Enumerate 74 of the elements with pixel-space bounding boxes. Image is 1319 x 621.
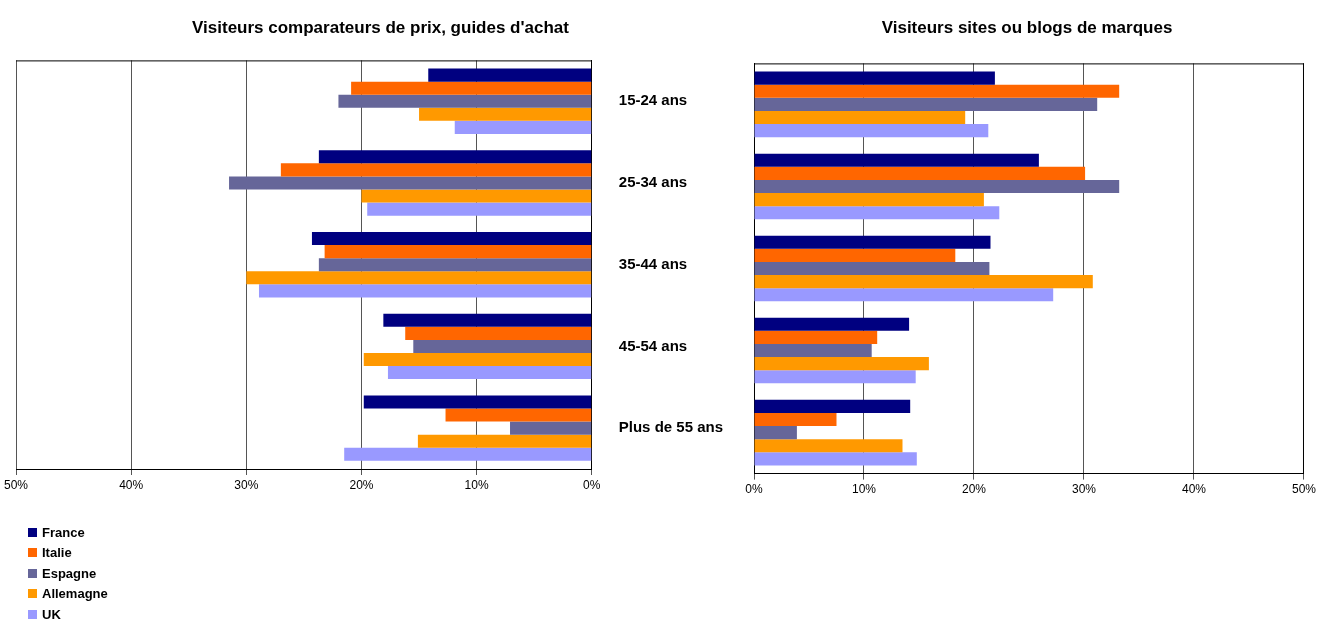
legend-label: France [42, 524, 85, 540]
bar [405, 326, 592, 340]
legend-label: Allemagne [42, 586, 108, 602]
chart-title: Visiteurs comparateurs de prix, guides d'achat [192, 17, 570, 37]
bar [754, 357, 929, 371]
bar [754, 343, 872, 358]
chart-title: Visiteurs sites ou blogs de marques [881, 17, 1173, 37]
bar [311, 232, 592, 246]
bar [454, 120, 592, 134]
x-tick-label: 40% [119, 477, 144, 492]
bar [413, 339, 592, 353]
bar [383, 313, 592, 327]
bar [246, 271, 592, 285]
x-tick-label: 0% [745, 482, 763, 497]
x-tick-label: 30% [234, 477, 259, 492]
y-tick-label: 25-34 ans [618, 173, 688, 191]
bar [754, 71, 995, 85]
bar [754, 261, 990, 276]
bar [754, 166, 1086, 180]
x-tick-label: 20% [961, 482, 987, 497]
y-tick-label: 35-44 ans [618, 254, 688, 272]
bar [754, 275, 1093, 289]
bar [428, 68, 592, 82]
x-tick-label: 40% [1181, 482, 1207, 497]
bar [367, 202, 592, 216]
bar [754, 97, 1098, 111]
bar [754, 330, 878, 344]
x-tick-label: 50% [3, 477, 29, 492]
bar [754, 399, 911, 413]
x-tick-label: 30% [1071, 482, 1097, 497]
bar [417, 434, 592, 448]
bar [419, 107, 592, 121]
x-tick-label: 0% [583, 477, 601, 492]
bar [280, 163, 592, 177]
bar [754, 288, 1054, 302]
bar [754, 206, 1000, 220]
bar [445, 408, 592, 422]
bar [754, 124, 989, 138]
legend-label: UK [42, 606, 61, 621]
bar [318, 258, 592, 272]
x-tick-label: 10% [851, 482, 877, 497]
x-tick-label: 20% [349, 477, 374, 492]
bar [318, 150, 592, 164]
bar [754, 179, 1120, 194]
x-tick-label: 50% [1291, 482, 1317, 497]
x-tick-label: 10% [464, 477, 489, 492]
bar [754, 193, 984, 207]
y-tick-label: Plus de 55 ans [618, 418, 723, 436]
bar [754, 235, 991, 249]
bar [510, 421, 592, 435]
y-tick-label: 45-54 ans [618, 336, 688, 354]
bar [363, 395, 592, 409]
bar [324, 245, 592, 259]
bar [754, 439, 903, 453]
bar [754, 248, 956, 262]
bar [351, 81, 592, 95]
bar [754, 110, 966, 125]
bar [754, 370, 916, 384]
bar [258, 284, 592, 298]
bar [754, 153, 1039, 167]
bar [229, 176, 592, 190]
legend-label: Italie [42, 545, 72, 561]
bar [754, 84, 1120, 98]
y-tick-label: 15-24 ans [618, 91, 688, 109]
bar [754, 412, 837, 427]
legend-label: Espagne [42, 565, 97, 581]
bar [363, 352, 592, 367]
bar [754, 452, 917, 466]
bar [361, 189, 592, 203]
bar [338, 94, 592, 108]
bar [387, 366, 592, 380]
bar [754, 426, 797, 440]
bar [344, 447, 592, 461]
bar [754, 317, 910, 331]
